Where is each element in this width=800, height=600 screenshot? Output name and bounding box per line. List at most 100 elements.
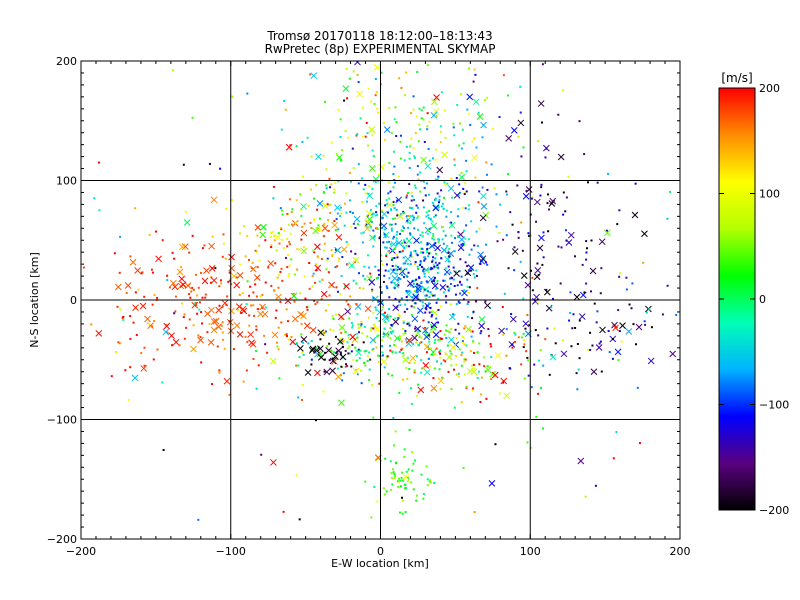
data-point-dot <box>381 302 384 305</box>
data-point-dot <box>416 295 419 298</box>
data-point-dot <box>477 201 480 204</box>
data-point-dot <box>282 510 285 513</box>
data-point-dot <box>417 178 420 181</box>
data-point-dot <box>546 202 549 205</box>
data-point-dot <box>256 308 259 311</box>
data-point-cross <box>461 289 468 297</box>
data-point-dot <box>435 287 438 290</box>
data-point-dot <box>318 226 321 229</box>
data-point-dot <box>331 254 334 257</box>
data-point-dot <box>354 226 357 229</box>
data-point-dot <box>490 163 493 166</box>
data-point-cross <box>412 292 420 300</box>
data-point-dot <box>364 480 367 483</box>
data-point-dot <box>611 338 614 341</box>
data-point-cross <box>413 237 420 244</box>
data-point-dot <box>435 317 438 320</box>
data-point-dot <box>501 306 504 309</box>
data-point-dot <box>208 322 211 325</box>
data-point-dot <box>448 287 451 290</box>
data-point-dot <box>316 208 319 211</box>
data-point-dot <box>398 300 401 303</box>
data-point-dot <box>509 367 512 370</box>
data-point-dot <box>336 367 339 370</box>
data-point-cross <box>124 282 132 289</box>
data-point-dot <box>418 107 421 110</box>
data-point-dot <box>471 140 474 143</box>
data-point-dot <box>286 266 289 269</box>
data-point-dot <box>387 316 390 319</box>
data-point-dot <box>397 316 400 319</box>
data-point-dot <box>389 460 392 463</box>
data-point-dot <box>319 338 322 341</box>
data-point-dot <box>151 325 154 328</box>
data-point-dot <box>346 364 349 367</box>
data-point-dot <box>460 401 463 404</box>
data-point-dot <box>298 518 301 521</box>
data-point-dot <box>380 254 383 257</box>
data-point-dot <box>396 279 399 282</box>
data-point-dot <box>474 176 477 179</box>
data-point-dot <box>348 171 351 174</box>
data-point-dot <box>395 208 398 211</box>
data-point-cross <box>336 154 343 161</box>
data-point-dot <box>405 244 408 247</box>
data-point-dot <box>402 333 405 336</box>
data-point-cross <box>335 373 342 381</box>
data-point-dot <box>298 356 301 359</box>
data-point-dot <box>393 444 396 447</box>
data-point-dot <box>415 204 418 207</box>
data-point-dot <box>431 260 434 263</box>
data-point-dot <box>470 248 473 251</box>
data-point-dot <box>445 324 448 327</box>
data-point-cross <box>236 271 244 279</box>
data-point-dot <box>363 325 366 328</box>
data-point-dot <box>478 342 481 345</box>
data-point-dot <box>526 356 529 359</box>
data-point-dot <box>542 364 545 367</box>
data-point-dot <box>279 300 282 303</box>
data-point-dot <box>236 309 239 312</box>
data-point-dot <box>413 361 416 364</box>
data-point-dot <box>433 482 436 485</box>
data-point-dot <box>343 224 346 227</box>
data-point-cross <box>344 308 352 315</box>
data-point-dot <box>356 223 359 226</box>
data-point-dot <box>206 331 209 334</box>
data-point-dot <box>506 173 509 176</box>
data-point-dot <box>397 284 400 287</box>
data-point-dot <box>393 287 396 290</box>
data-point-dot <box>331 352 334 355</box>
data-point-dot <box>428 228 431 231</box>
data-point-cross <box>604 229 611 237</box>
data-point-dot <box>432 377 435 380</box>
data-point-dot <box>365 223 368 226</box>
data-point-dot <box>338 257 341 260</box>
data-point-dot <box>392 330 395 333</box>
data-point-dot <box>406 194 409 197</box>
data-point-dot <box>392 416 395 419</box>
data-point-dot <box>394 317 397 320</box>
data-point-dot <box>258 259 261 262</box>
data-point-dot <box>420 241 423 244</box>
data-point-dot <box>388 161 391 164</box>
data-point-dot <box>387 211 390 214</box>
data-point-dot <box>415 252 418 255</box>
data-point-dot <box>308 262 311 265</box>
data-point-dot <box>370 516 373 519</box>
data-point-dot <box>325 168 328 171</box>
data-point-cross <box>291 315 299 323</box>
data-point-dot <box>450 196 453 199</box>
data-point-dot <box>362 274 365 277</box>
data-point-dot <box>434 197 437 200</box>
data-point-dot <box>408 183 411 186</box>
data-point-dot <box>421 235 424 238</box>
data-point-dot <box>143 346 146 349</box>
data-point-dot <box>429 479 432 482</box>
data-point-dot <box>461 335 464 338</box>
data-point-dot <box>397 276 400 279</box>
data-point-dot <box>244 255 247 258</box>
data-point-dot <box>403 455 406 458</box>
data-point-dot <box>140 272 143 275</box>
